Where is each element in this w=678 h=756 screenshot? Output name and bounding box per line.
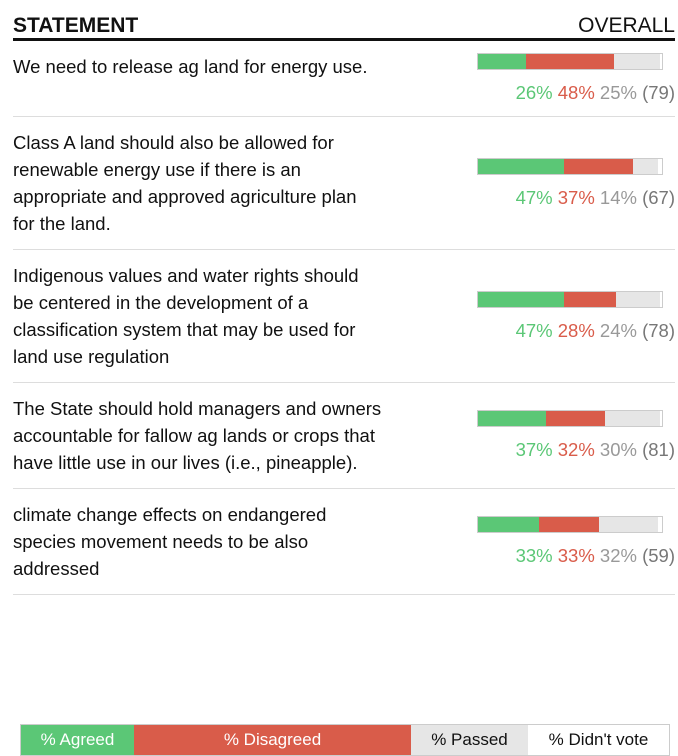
bar <box>477 516 663 533</box>
passed-label: 24% <box>599 319 637 341</box>
percentages: 26% 48% 25% (79) <box>516 82 675 104</box>
overall: 26% 48% 25% (79) <box>475 53 675 104</box>
bar <box>477 53 663 70</box>
percentages: 47% 28% 24% (78) <box>516 320 675 342</box>
bar-agreed <box>478 291 565 307</box>
legend-didnt-vote: % Didn't vote <box>528 725 669 755</box>
statement: We need to release ag land for energy us… <box>13 56 368 77</box>
bar-passed <box>599 517 659 532</box>
disagreed-label: 32% <box>557 439 595 460</box>
legend-passed: % Passed <box>411 725 528 755</box>
disagreed-label: 48% <box>557 82 595 103</box>
legend-agreed: % Agreed <box>21 725 134 755</box>
row: Indigenous values and water rights shoul… <box>13 250 675 383</box>
legend-disagreed: % Disagreed <box>134 725 411 755</box>
bar-agreed <box>478 411 547 426</box>
statement: climate change effects on endangered spe… <box>13 504 327 579</box>
votes-label: (81) <box>642 439 675 460</box>
bar <box>477 410 663 427</box>
table: STATEMENT OVERALL We need to release ag … <box>13 0 675 595</box>
passed-label: 25% <box>599 82 637 103</box>
statement: Indigenous values and water rights shoul… <box>13 265 359 367</box>
agreed-label: 47% <box>515 186 553 208</box>
percentages: 37% 32% 30% (81) <box>516 439 675 461</box>
votes-label: (59) <box>642 545 675 566</box>
overall: 33% 33% 32% (59) <box>475 501 675 582</box>
bar <box>477 290 663 308</box>
passed-label: 32% <box>599 545 637 566</box>
disagreed-label: 37% <box>557 186 595 208</box>
passed-label: 30% <box>599 439 637 460</box>
bar-disagreed <box>538 517 600 532</box>
bar-disagreed <box>525 54 615 69</box>
bar-agreed <box>478 158 565 174</box>
percentages: 33% 33% 32% (59) <box>516 545 675 567</box>
bar-agreed <box>478 517 539 532</box>
row: The State should hold managers and owner… <box>13 383 675 489</box>
bar <box>477 157 663 175</box>
row: We need to release ag land for energy us… <box>13 41 675 117</box>
agreed-label: 26% <box>515 82 553 103</box>
header: STATEMENT OVERALL <box>13 0 675 41</box>
bar-agreed <box>478 54 526 69</box>
statement: The State should hold managers and owner… <box>13 398 382 473</box>
overall: 47% 37% 14% (67) <box>475 129 675 237</box>
passed-label: 14% <box>599 186 637 208</box>
bar-passed <box>604 411 661 426</box>
bar-disagreed <box>564 158 633 174</box>
bar-disagreed <box>546 411 605 426</box>
row: climate change effects on endangered spe… <box>13 489 675 595</box>
votes-label: (79) <box>642 82 675 103</box>
row: Class A land should also be allowed for … <box>13 117 675 250</box>
bar-passed <box>615 291 661 307</box>
votes-label: (78) <box>642 319 675 341</box>
bar-passed <box>632 158 659 174</box>
rows: We need to release ag land for energy us… <box>13 41 675 595</box>
bar-disagreed <box>564 291 616 307</box>
statement: Class A land should also be allowed for … <box>13 132 357 234</box>
agreed-label: 33% <box>515 545 553 566</box>
bar-passed <box>614 54 661 69</box>
agreed-label: 37% <box>515 439 553 460</box>
agreed-label: 47% <box>515 319 553 341</box>
overall: 47% 28% 24% (78) <box>475 262 675 370</box>
votes-label: (67) <box>642 186 675 208</box>
header-statement: STATEMENT <box>13 14 139 37</box>
legend: % Agreed % Disagreed % Passed % Didn't v… <box>20 724 670 756</box>
percentages: 47% 37% 14% (67) <box>516 187 675 209</box>
disagreed-label: 28% <box>557 319 595 341</box>
overall: 37% 32% 30% (81) <box>475 395 675 476</box>
disagreed-label: 33% <box>557 545 595 566</box>
header-overall: OVERALL <box>578 14 675 37</box>
